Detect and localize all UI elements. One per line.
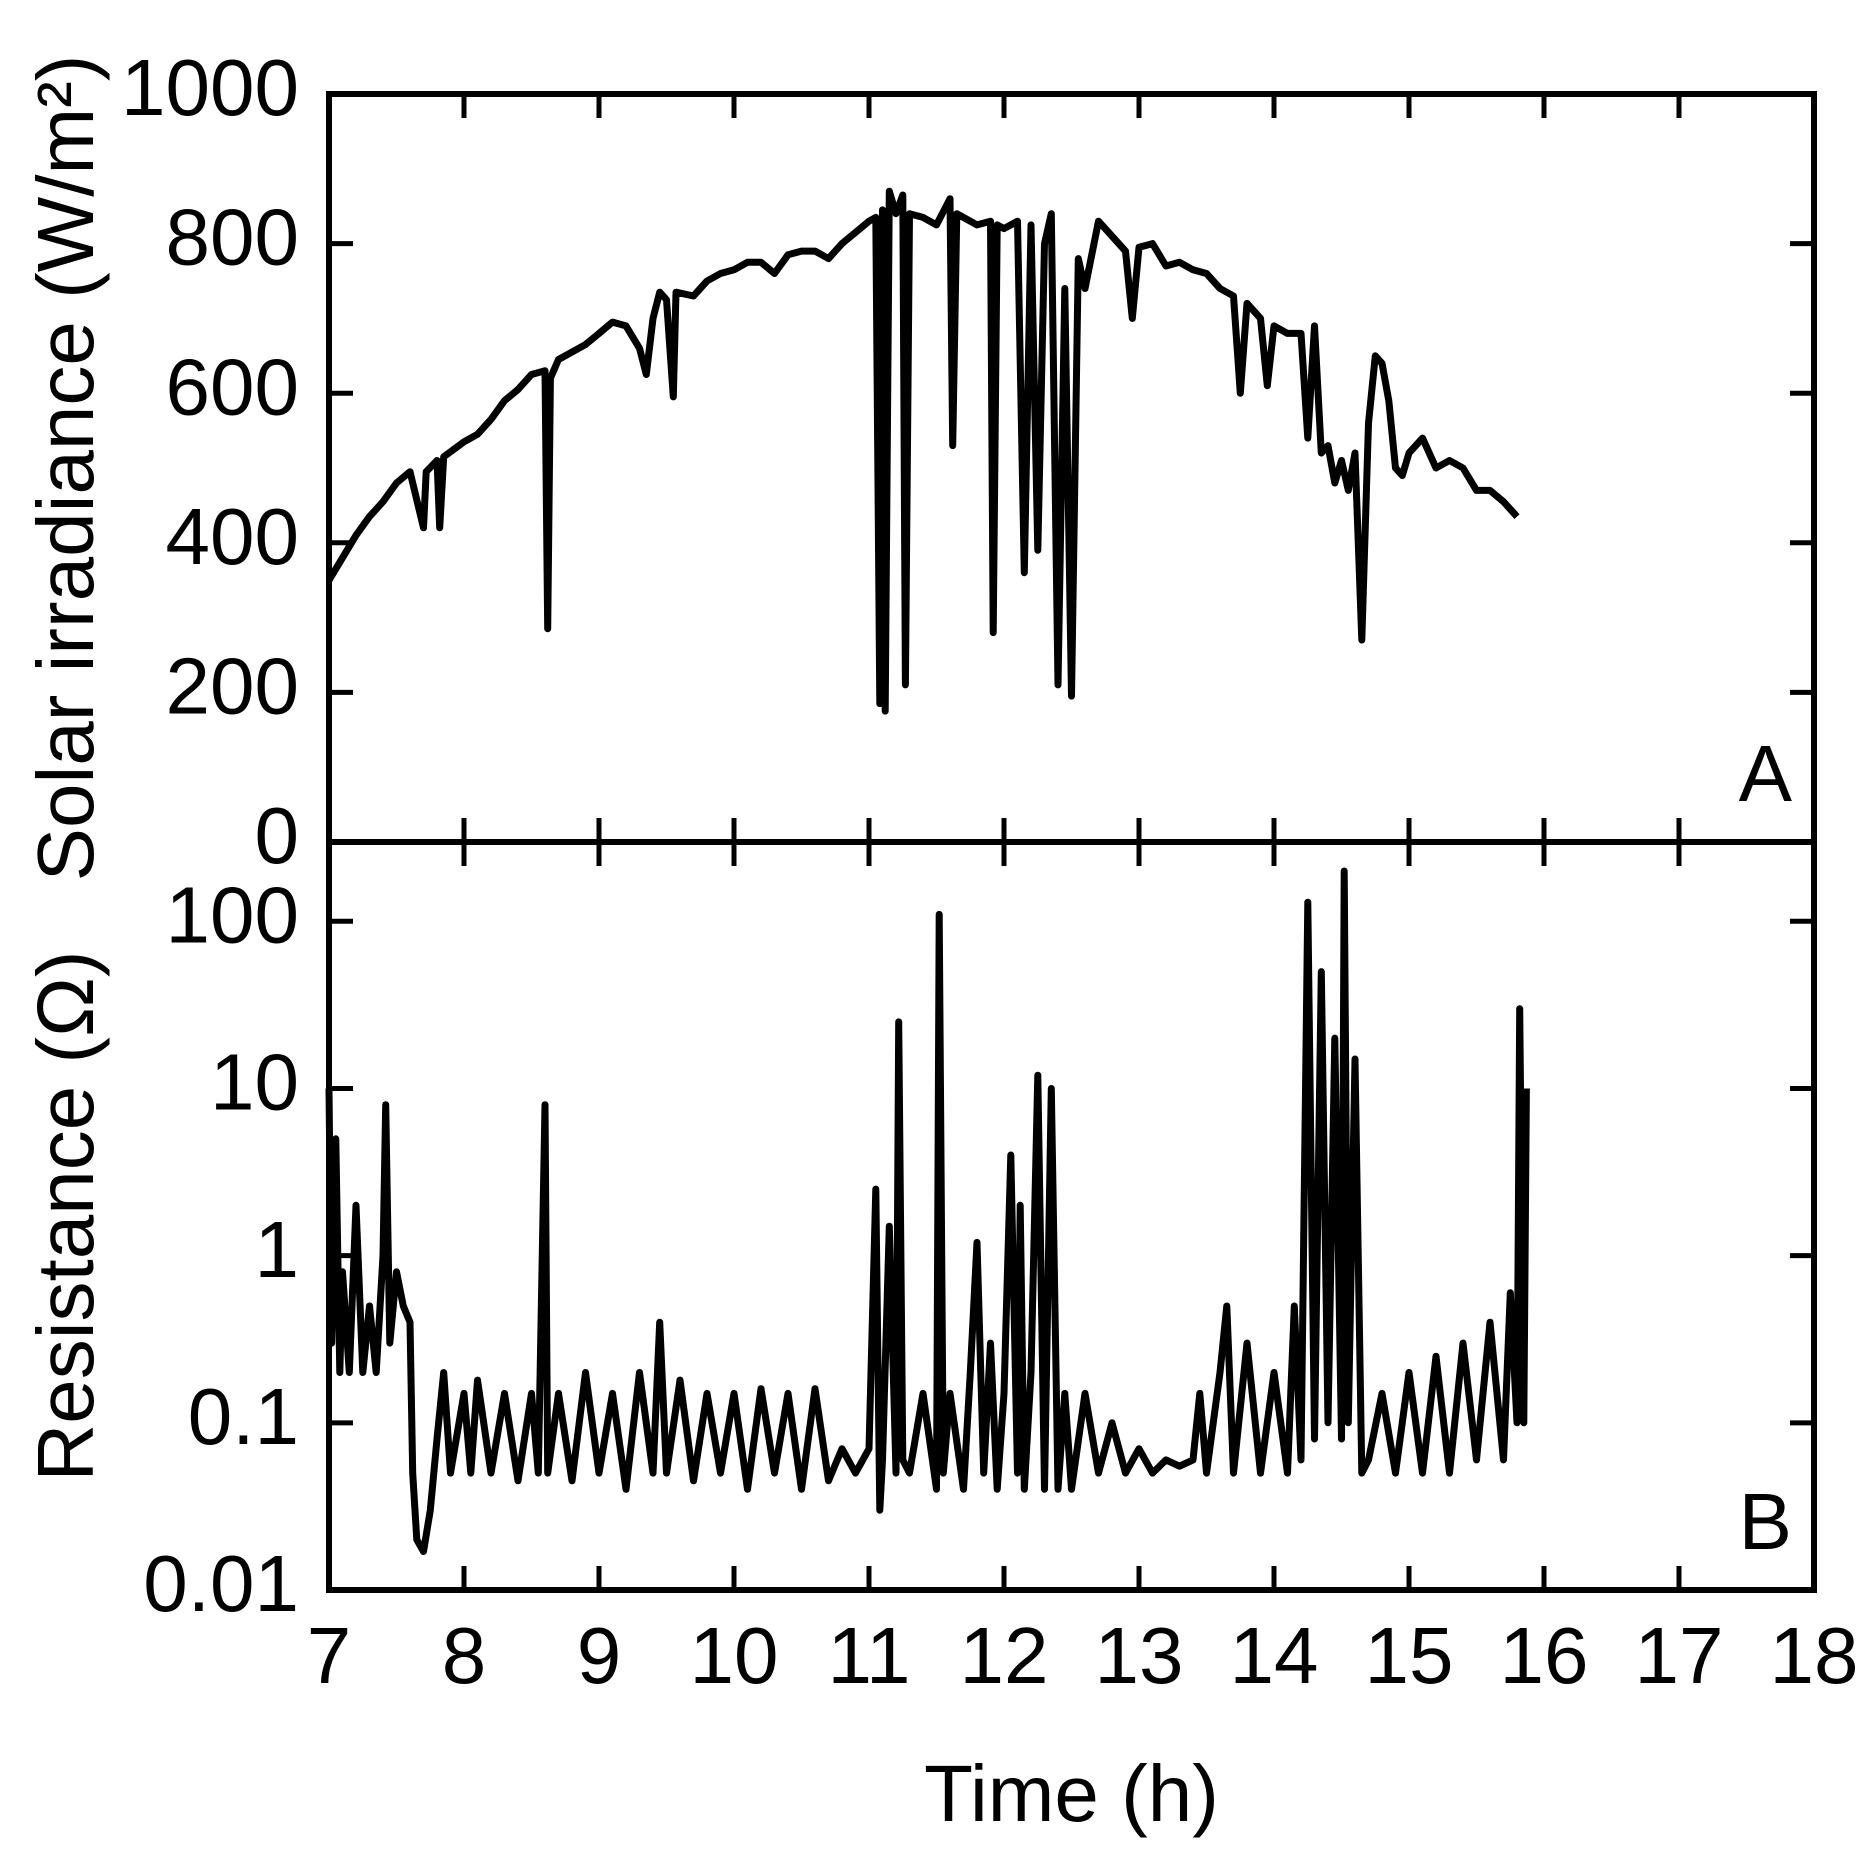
- y-tick-label: 100: [166, 870, 299, 959]
- x-tick-label: 10: [690, 1611, 779, 1700]
- y-axis-label: Resistance (Ω): [21, 950, 110, 1481]
- panel-label: A: [1739, 729, 1793, 818]
- y-tick-label: 1000: [121, 43, 299, 132]
- x-tick-label: 8: [442, 1611, 487, 1700]
- panel-label: B: [1739, 1477, 1792, 1566]
- y-tick-label: 1: [255, 1205, 300, 1294]
- x-axis-label: Time (h): [924, 1749, 1219, 1838]
- x-tick-label: 7: [307, 1611, 352, 1700]
- x-tick-label: 17: [1635, 1611, 1724, 1700]
- x-tick-label: 15: [1365, 1611, 1454, 1700]
- data-line: [325, 867, 1530, 1555]
- y-tick-label: 0: [255, 791, 300, 880]
- y-axis-label: Solar irradiance (W/m²): [21, 55, 110, 882]
- y-tick-label: 0.01: [143, 1539, 299, 1628]
- y-tick-label: 600: [166, 342, 299, 431]
- x-tick-label: 12: [960, 1611, 1049, 1700]
- y-tick-label: 0.1: [188, 1372, 299, 1461]
- x-tick-label: 9: [577, 1611, 622, 1700]
- y-tick-label: 400: [166, 492, 299, 581]
- x-tick-label: 13: [1095, 1611, 1184, 1700]
- data-line: [326, 187, 1520, 715]
- x-tick-label: 16: [1500, 1611, 1589, 1700]
- y-tick-label: 800: [166, 193, 299, 282]
- y-tick-label: 200: [166, 642, 299, 731]
- x-tick-label: 11: [827, 1611, 910, 1700]
- y-tick-label: 10: [210, 1038, 299, 1127]
- x-tick-label: 14: [1230, 1611, 1319, 1700]
- x-tick-label: 18: [1770, 1611, 1859, 1700]
